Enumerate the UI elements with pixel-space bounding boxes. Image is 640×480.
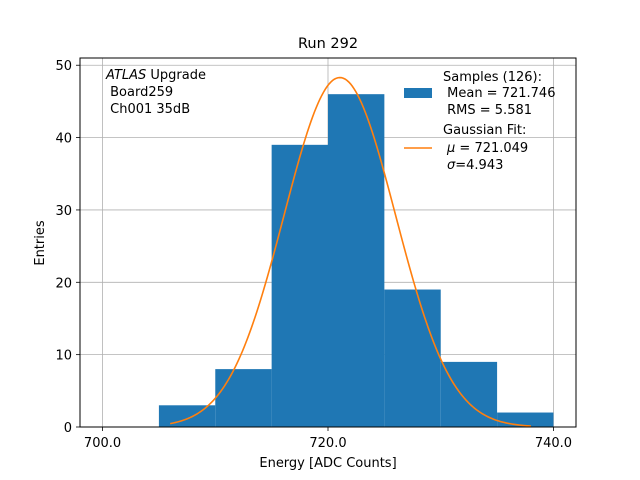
y-tick-label: 50 (55, 59, 72, 74)
legend-fit-sigma: σ=4.943 (447, 158, 503, 173)
legend-sigma-value: =4.943 (455, 158, 503, 173)
legend-samples-title: Samples (126): (443, 70, 542, 85)
x-tick-label: 720.0 (309, 436, 346, 451)
y-tick-label: 40 (55, 132, 72, 147)
legend-fit-title: Gaussian Fit: (443, 123, 526, 138)
histogram-bar (271, 144, 328, 427)
annotation-upgrade: Upgrade (146, 68, 206, 83)
y-tick-label: 20 (55, 276, 72, 291)
histogram-bar (384, 289, 441, 427)
annotation-line-1: ATLAS Upgrade (105, 68, 206, 83)
legend-mu-value: = 721.049 (455, 141, 528, 156)
legend-sigma-symbol: σ (447, 158, 456, 173)
annotation-atlas: ATLAS (105, 68, 146, 83)
x-axis-label: Energy [ADC Counts] (259, 456, 396, 471)
annotation-line-3: Ch001 35dB (106, 102, 190, 117)
gaussian-fit-curve (170, 76, 531, 427)
annotation-line-2: Board259 (106, 85, 173, 100)
x-tick-label: 740.0 (535, 436, 572, 451)
histogram-bar (215, 369, 272, 427)
annotation-text: ATLAS Upgrade Board259 Ch001 35dB (105, 68, 206, 117)
legend: Samples (126): Mean = 721.746 RMS = 5.58… (404, 70, 555, 173)
y-axis-ticks: 0 10 20 30 40 50 (55, 59, 80, 436)
y-axis-label: Entries (33, 220, 48, 266)
histogram-bars (158, 94, 554, 428)
chart-title: Run 292 (298, 36, 358, 52)
x-tick-label: 700.0 (84, 436, 121, 451)
histogram-bar (158, 405, 216, 427)
legend-samples-mean: Mean = 721.746 (443, 86, 555, 101)
legend-samples-rms: RMS = 5.581 (443, 103, 532, 118)
legend-fit-mu: μ = 721.049 (446, 141, 528, 156)
y-tick-label: 0 (64, 421, 72, 436)
legend-samples-patch (404, 88, 432, 98)
y-tick-label: 30 (55, 204, 72, 219)
x-axis-ticks: 700.0 720.0 740.0 (84, 427, 572, 451)
legend-mu-symbol: μ (446, 141, 455, 156)
histogram-bar (328, 94, 385, 428)
y-tick-label: 10 (55, 349, 72, 364)
